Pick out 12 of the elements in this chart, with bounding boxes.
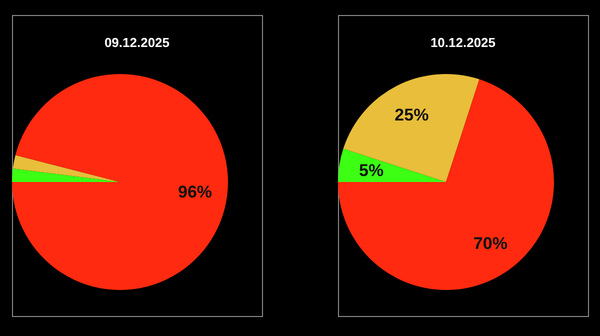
chart-title: 10.12.2025 bbox=[430, 35, 496, 50]
pie-slice bbox=[338, 79, 554, 290]
pie-slice bbox=[12, 155, 120, 182]
data-label: 70% bbox=[473, 234, 508, 254]
data-label: 25% bbox=[394, 106, 429, 125]
pie-slice bbox=[343, 74, 480, 182]
data-label: 5% bbox=[359, 161, 384, 180]
pie-slice bbox=[12, 74, 228, 290]
pie-slice bbox=[338, 148, 446, 182]
data-label: 96% bbox=[178, 182, 212, 202]
chart-title: 09.12.2025 bbox=[104, 35, 170, 50]
pie-slice bbox=[12, 168, 120, 182]
